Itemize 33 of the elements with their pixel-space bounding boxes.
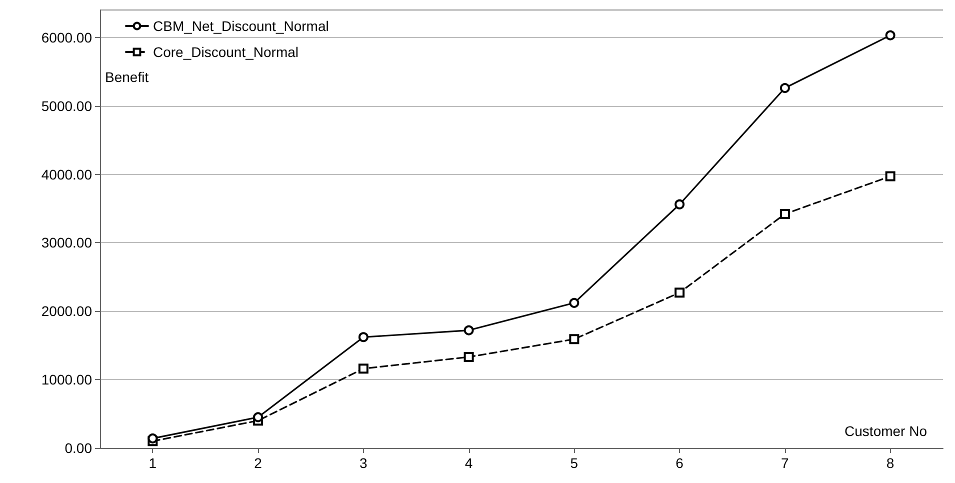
y-tick-label: 6000.00 (41, 29, 92, 46)
point (358, 332, 368, 342)
point (569, 298, 580, 308)
point (674, 288, 685, 298)
x-tick-label: 7 (781, 455, 790, 471)
y-tick-label: 1000.00 (41, 372, 92, 388)
point (569, 334, 580, 344)
x-tick-label: 5 (570, 455, 578, 471)
y-tick-label: 2000.00 (41, 303, 92, 320)
point (358, 364, 368, 374)
point (885, 171, 896, 182)
y-tick-label: 3000.00 (41, 234, 92, 251)
x-tick-label: 8 (886, 455, 894, 471)
x-tick-label: 1 (148, 455, 157, 471)
legend-label: CBM_Net_Discount_Normal (153, 18, 329, 34)
point (464, 325, 474, 336)
y-tick-label: 4000.00 (41, 166, 92, 182)
point (780, 83, 790, 94)
y-tick-label: 5000.00 (41, 98, 92, 114)
x-tick-label: 2 (254, 455, 262, 471)
x-axis-title: Customer No (844, 423, 928, 439)
point (885, 30, 896, 40)
point (253, 412, 264, 422)
point (674, 199, 685, 210)
x-tick-label: 3 (360, 455, 368, 471)
legend-label: Core_Discount_Normal (153, 44, 299, 60)
x-tick-label: 6 (676, 455, 684, 471)
point (464, 352, 474, 362)
x-tick-label: 4 (464, 455, 473, 471)
y-tick-label: 0.00 (64, 440, 92, 456)
y-axis-title: Benefit (105, 69, 149, 85)
point (148, 433, 158, 444)
point (780, 208, 790, 219)
